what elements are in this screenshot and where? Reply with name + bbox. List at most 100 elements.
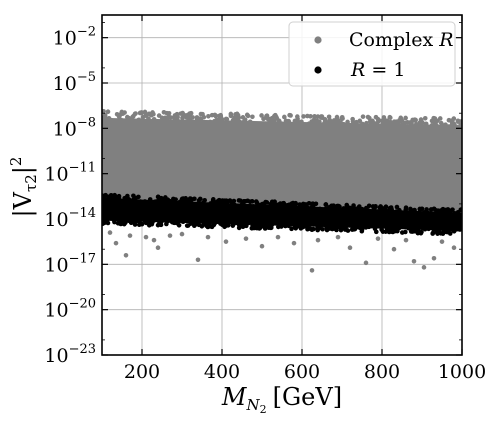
data-point — [430, 231, 435, 236]
data-point — [401, 224, 407, 229]
data-point — [396, 225, 402, 231]
data-point-outlier — [375, 236, 381, 241]
data-point — [132, 219, 137, 224]
data-point — [388, 119, 393, 125]
data-point — [330, 205, 335, 211]
data-point — [276, 202, 281, 207]
data-point — [283, 222, 288, 228]
data-point — [281, 200, 286, 206]
data-point — [122, 199, 128, 204]
data-point — [190, 202, 195, 208]
data-point — [215, 198, 221, 204]
x-tick-label: 200 — [124, 361, 160, 383]
data-point — [437, 226, 443, 232]
data-point-outlier — [119, 110, 125, 116]
data-point — [150, 217, 156, 222]
y-tick-label: 10−2 — [53, 25, 96, 50]
data-point — [137, 220, 143, 226]
data-point-outlier — [431, 255, 437, 261]
data-point — [116, 196, 122, 202]
data-point — [201, 114, 207, 120]
data-point — [440, 128, 446, 134]
y-title-sub: τ2 — [22, 174, 40, 192]
data-point — [266, 221, 272, 227]
data-point — [151, 111, 156, 117]
data-point — [125, 114, 130, 120]
data-point — [233, 112, 239, 117]
data-point — [235, 203, 240, 209]
data-point — [455, 209, 461, 215]
data-point — [435, 118, 440, 124]
data-point — [210, 123, 216, 129]
data-point — [448, 208, 453, 214]
data-point — [398, 115, 404, 121]
data-point — [335, 203, 340, 209]
data-point — [370, 204, 376, 209]
data-point — [399, 230, 405, 235]
legend-marker-r1 — [314, 66, 322, 74]
data-point — [295, 205, 300, 211]
data-point — [210, 197, 216, 202]
data-point — [412, 211, 417, 217]
data-point — [340, 225, 346, 231]
data-point — [455, 226, 460, 231]
data-point — [228, 111, 234, 117]
data-point — [339, 116, 344, 122]
data-point — [255, 219, 260, 225]
data-point — [326, 114, 332, 120]
data-point — [188, 110, 194, 116]
data-point — [445, 126, 451, 131]
data-point — [241, 223, 246, 228]
data-point — [114, 121, 120, 127]
data-point — [188, 221, 194, 226]
data-point — [305, 113, 310, 119]
data-point — [136, 194, 141, 200]
data-point — [164, 118, 169, 124]
data-point — [131, 197, 136, 203]
data-point — [350, 116, 355, 122]
data-point — [146, 199, 152, 205]
data-point — [366, 203, 372, 209]
data-point — [165, 218, 171, 224]
data-point — [392, 210, 398, 216]
data-point — [387, 115, 393, 121]
data-point — [412, 225, 418, 231]
data-point — [245, 113, 251, 119]
data-point — [260, 123, 266, 128]
x-tick-label: 600 — [284, 361, 320, 383]
data-point — [319, 126, 324, 132]
y-axis-title: |Vτ2|2 — [7, 157, 40, 218]
data-point — [151, 119, 156, 124]
data-point — [408, 206, 413, 212]
data-point — [444, 229, 450, 235]
data-point — [422, 226, 428, 232]
data-point — [118, 218, 123, 224]
data-point-outlier — [403, 237, 409, 243]
data-point — [277, 223, 282, 229]
data-point — [317, 206, 323, 212]
data-point — [283, 124, 289, 130]
x-title-unit: [GeV] — [273, 383, 342, 411]
data-point — [268, 201, 273, 207]
data-point-outlier — [243, 236, 249, 241]
data-point — [295, 114, 300, 119]
data-point — [116, 114, 122, 119]
data-point — [254, 200, 260, 206]
ticks: 200 400 600 800 1000 10−2 10−5 10−8 10−11 10−14 10… — [44, 15, 486, 383]
legend-r1-var: R — [350, 59, 365, 81]
data-point — [102, 108, 106, 114]
data-point-outlier — [151, 237, 157, 243]
data-point — [180, 115, 185, 121]
data-point — [246, 220, 251, 226]
data-point — [242, 199, 248, 204]
data-point — [208, 203, 213, 209]
data-point — [381, 125, 386, 131]
series-r-equals-1 — [102, 192, 462, 236]
data-point — [213, 220, 218, 225]
data-point — [297, 202, 303, 208]
data-point — [242, 117, 248, 122]
data-point-outlier — [223, 239, 229, 244]
data-point — [196, 117, 201, 122]
data-point — [268, 225, 273, 231]
data-point-outlier — [159, 115, 165, 121]
